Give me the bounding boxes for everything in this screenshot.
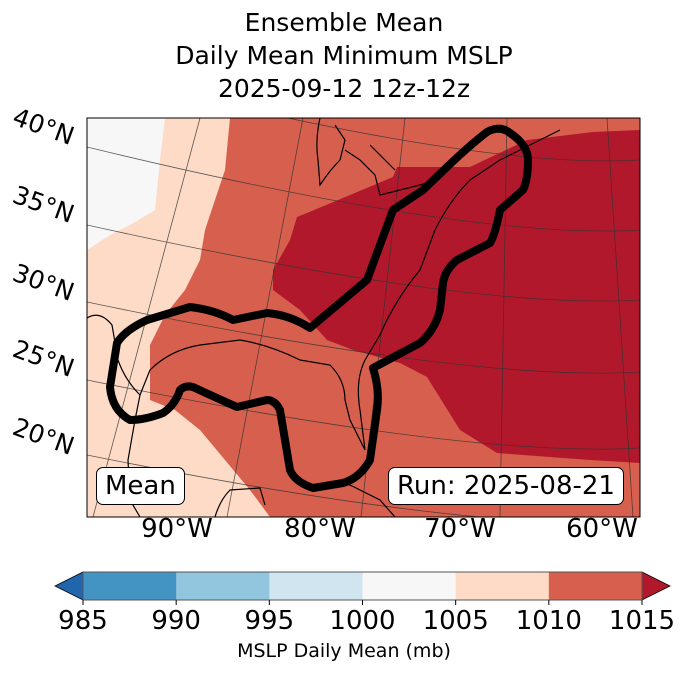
colorbar-tick-label: 1015 xyxy=(608,606,676,636)
lon-label-70w: 70°W xyxy=(424,514,496,544)
colorbar-tick-label: 1000 xyxy=(329,606,396,636)
colorbar-tick-label: 985 xyxy=(58,606,108,636)
lon-label-80w: 80°W xyxy=(284,514,356,544)
colorbar-segment-1005 xyxy=(455,572,550,600)
contour-outline xyxy=(106,124,532,492)
title-line-1: Ensemble Mean xyxy=(244,8,444,37)
region-over-1015 xyxy=(273,130,640,517)
colorbar-tick-label: 990 xyxy=(151,606,201,636)
map-frame xyxy=(86,117,641,518)
colorbar-tick-label: 1010 xyxy=(515,606,582,636)
colorbar-segment-1010 xyxy=(548,572,643,600)
colorbar-segment-985 xyxy=(83,572,177,600)
mean-label-box: Mean xyxy=(96,467,185,505)
colorbar-tick-label: 995 xyxy=(244,606,295,636)
colorbar-segment-995 xyxy=(269,572,363,600)
colorbar-tick-label: 1005 xyxy=(422,606,489,636)
colorbar-label: MSLP Daily Mean (mb) xyxy=(237,640,451,662)
lon-label-90w: 90°W xyxy=(141,514,213,544)
colorbar-segment-990 xyxy=(176,572,270,600)
title-line-2: Daily Mean Minimum MSLP xyxy=(175,41,513,70)
colorbar-under-triangle xyxy=(54,571,84,601)
lon-label-60w: 60°W xyxy=(566,514,638,544)
colorbar-segment-1000 xyxy=(362,572,457,600)
region-1000-1005 xyxy=(87,118,165,250)
run-date-box: Run: 2025-08-21 xyxy=(388,467,624,505)
colorbar-over-triangle xyxy=(641,571,671,601)
title-line-3: 2025-09-12 12z-12z xyxy=(217,74,471,103)
